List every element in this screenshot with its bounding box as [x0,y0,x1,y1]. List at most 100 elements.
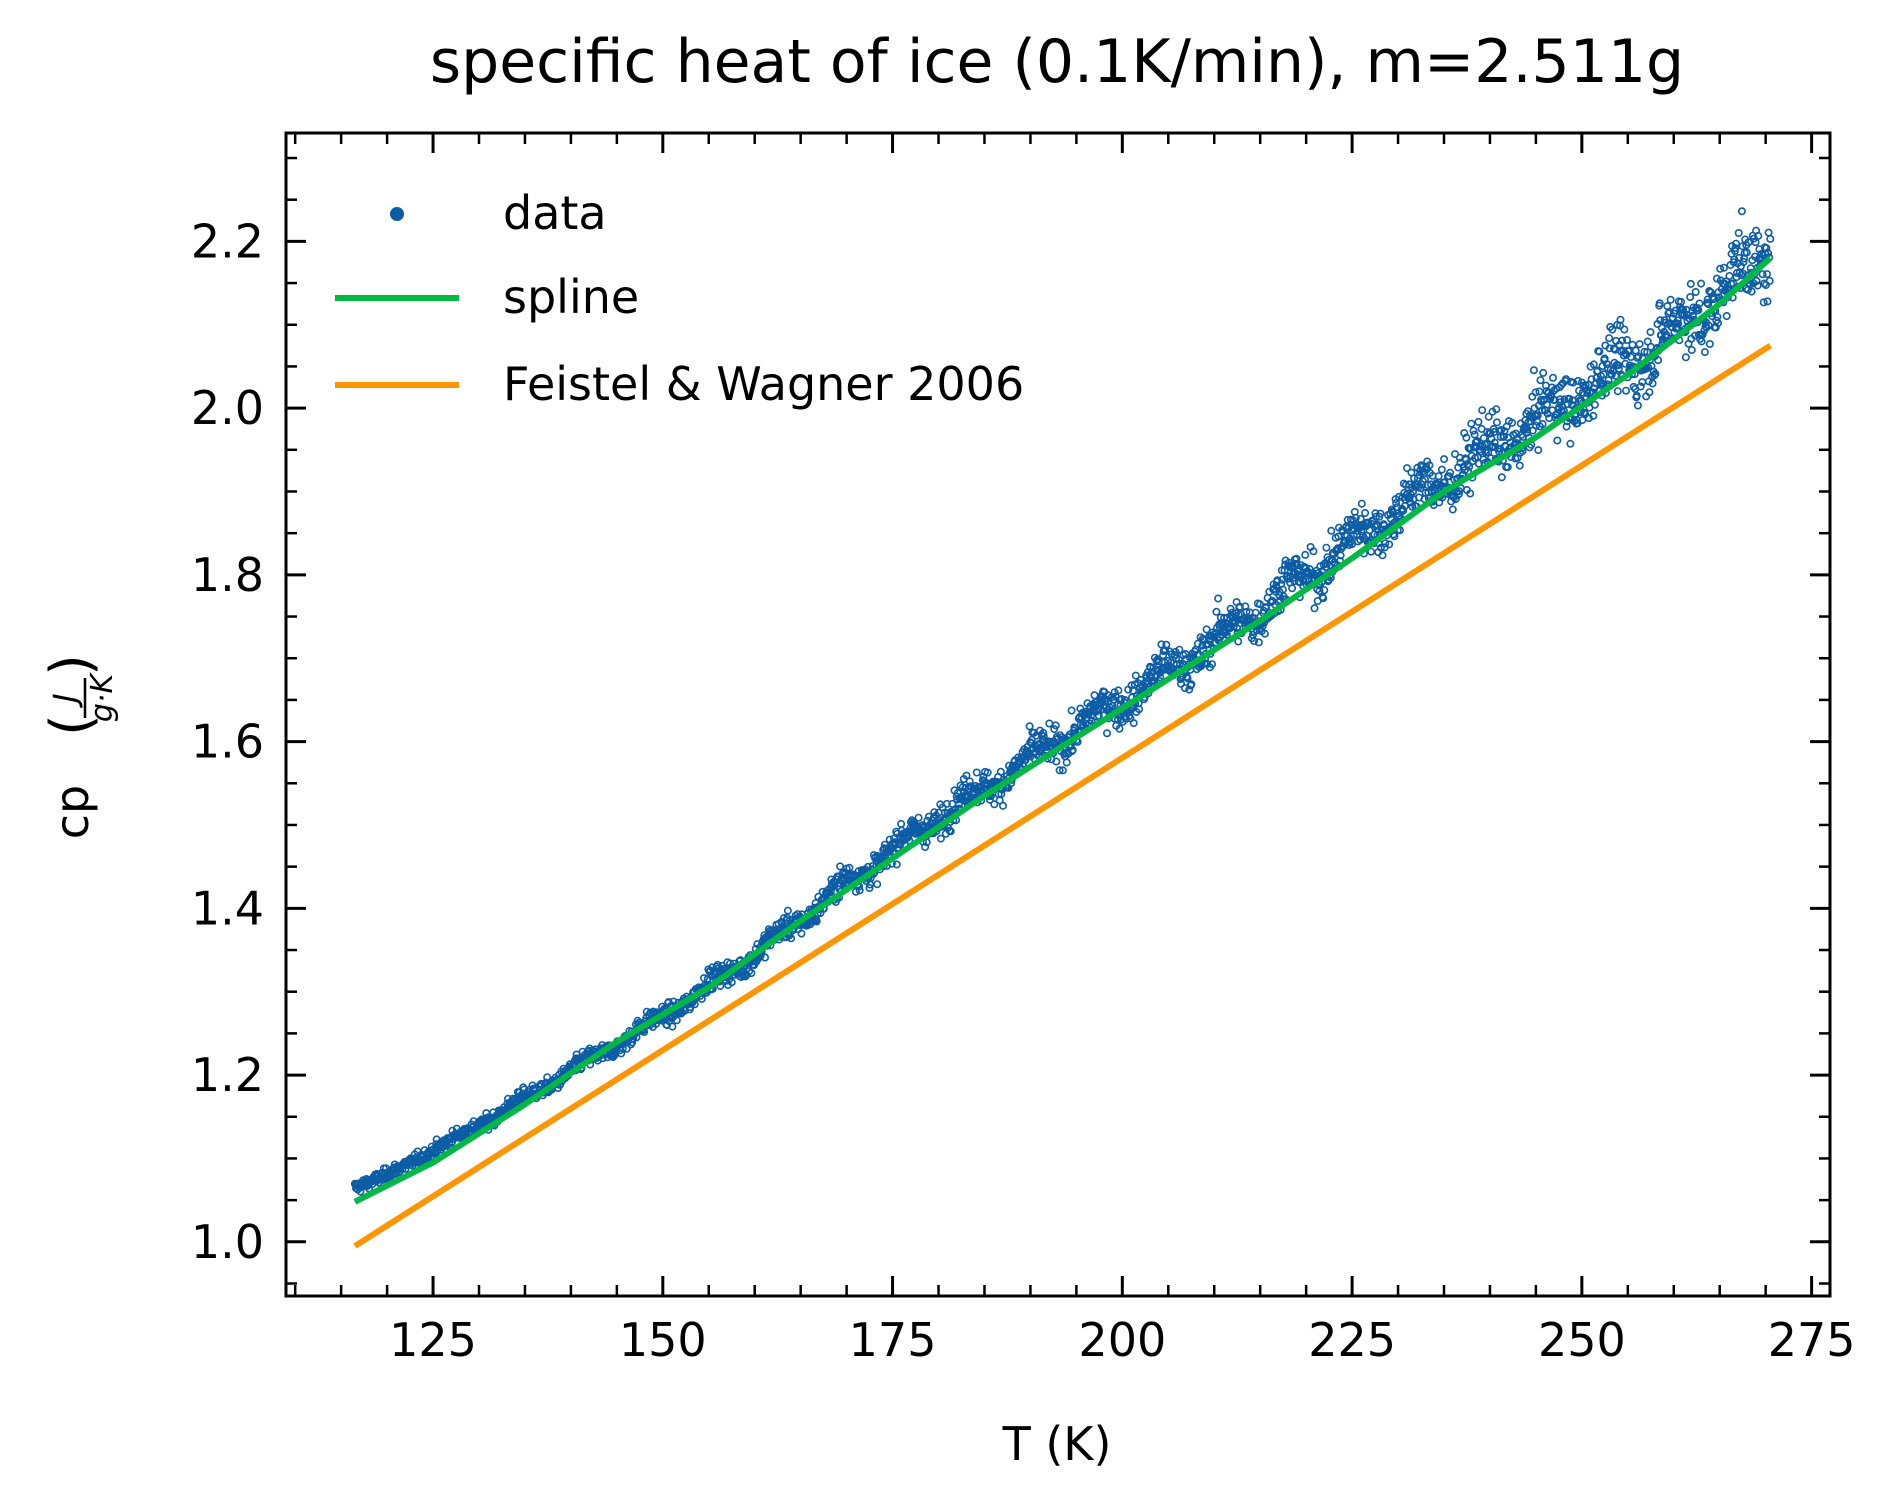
data-point [1584,380,1593,389]
data-point [1469,426,1478,435]
data-point [1539,368,1548,377]
data-point [1490,438,1499,447]
feistel-wagner-line [353,343,1772,1249]
y-axis-label-unit-den: g·K [85,672,120,723]
data-point [1067,706,1076,715]
data-point [1050,725,1059,734]
data-point [1357,499,1366,508]
data-point [836,862,845,871]
data-point [1423,480,1432,489]
data-point [1766,234,1775,243]
data-point [1462,433,1471,442]
data-point [1572,415,1581,424]
data-point [1701,322,1710,331]
data-point [1634,352,1643,361]
data-point [1161,646,1170,655]
data-point [668,1022,677,1031]
data-point [1446,468,1455,477]
data-point [713,960,722,969]
data-point [962,771,971,780]
y-axis-label-close-paren: ) [39,654,104,676]
data-point [1135,705,1144,714]
data-point [1162,640,1171,649]
data-point [1725,271,1734,280]
data-point [1529,366,1538,375]
x-tick-label: 175 [849,1313,937,1367]
data-point [1632,391,1641,400]
data-point [797,929,806,938]
data-point [1027,735,1036,744]
data-point [1764,228,1773,237]
y-axis-label: cp ( J g·K ) [39,654,120,839]
data-point [1714,319,1723,328]
data-point [1208,660,1217,669]
data-point [1674,319,1683,328]
data-point [1566,439,1575,448]
data-point [1385,540,1394,549]
data-point [1731,244,1740,253]
data-point [1633,401,1642,410]
data-point [1608,325,1617,334]
y-tick-label: 2.2 [191,214,264,268]
data-point [1437,465,1446,474]
data-point [1193,639,1202,648]
data-point [845,863,854,872]
data-point [1552,410,1561,419]
data-point [1706,288,1715,297]
data-point [1175,645,1184,654]
data-point [1602,360,1611,369]
data-point [1716,264,1725,273]
data-point [1677,297,1686,306]
data-point [1448,505,1457,514]
data-point [1751,238,1760,247]
data-point [1614,361,1623,370]
data-point [1737,207,1746,216]
data-point [1515,461,1524,470]
x-tick-label: 275 [1768,1313,1856,1367]
data-point [1104,691,1113,700]
data-point [1212,607,1221,616]
data-point [1620,325,1629,334]
data-point [914,813,923,822]
data-point [1559,406,1568,415]
data-point [1523,407,1532,416]
data-point [1110,688,1119,697]
data-point [1531,388,1540,397]
data-point [1434,472,1443,481]
data-point [1645,388,1654,397]
data-point [1052,757,1061,766]
data-point [1440,455,1449,464]
data-point [658,1002,667,1011]
data-point [1607,370,1616,379]
x-tick-labels: 125 150 175 200 225 250 275 [389,1313,1855,1367]
data-point [1451,450,1460,459]
data-point [1589,411,1598,420]
legend-label-spline: spline [503,270,639,324]
data-point [996,767,1005,776]
data-point [1754,231,1763,240]
data-point [1115,724,1124,733]
data-point [1538,419,1547,428]
data-point [1319,594,1328,603]
data-point [1039,728,1048,737]
data-point [865,883,874,892]
y-tick-label: 1.6 [191,715,264,769]
data-point [1648,379,1657,388]
data-point [1720,263,1729,272]
data-point [942,799,951,808]
data-point [1681,353,1690,362]
data-point [1549,373,1558,382]
data-point [1697,279,1706,288]
data-point [1698,330,1707,339]
data-point [1490,427,1499,436]
x-tick-label: 150 [619,1313,707,1367]
data-point [972,768,981,777]
data-point [1320,586,1329,595]
data-point [1569,378,1578,387]
data-point [1700,348,1709,357]
data-point [1484,412,1493,421]
data-point [727,978,736,987]
data-point [1589,360,1598,369]
data-point [1482,439,1491,448]
data-point [1394,492,1403,501]
